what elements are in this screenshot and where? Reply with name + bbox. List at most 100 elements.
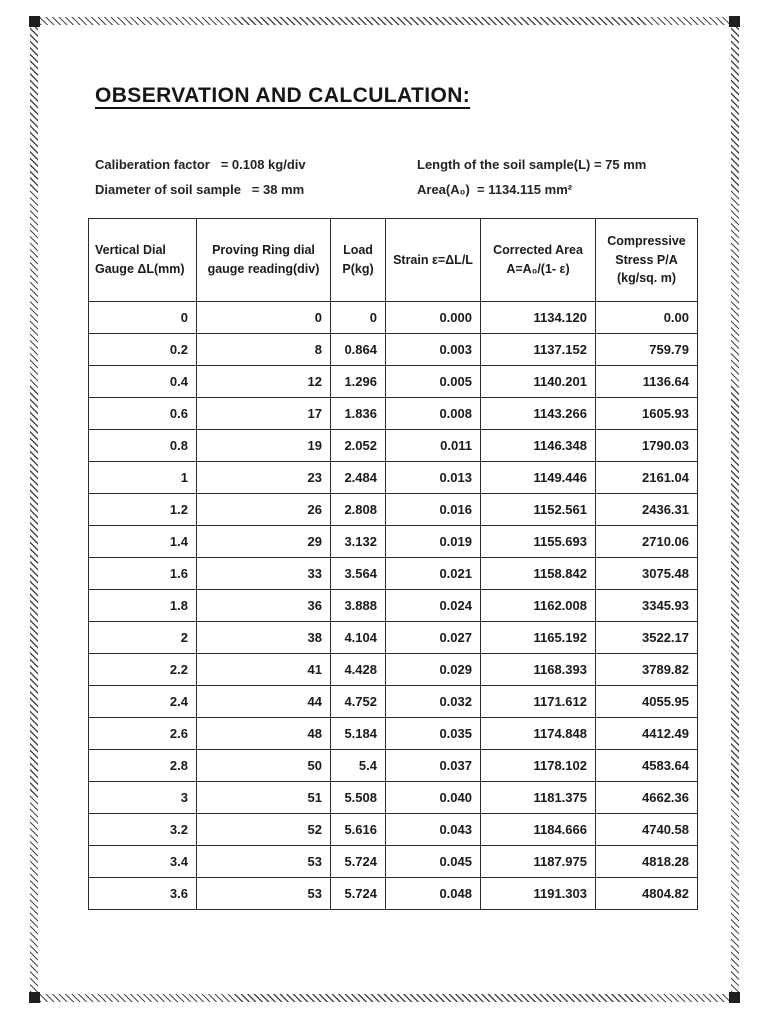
table-row: 3.4 53 5.724 0.045 1187.975 4818.28 — [88, 845, 698, 878]
table-cell: 5.724 — [330, 845, 386, 878]
table-cell: 3522.17 — [595, 621, 698, 654]
table-cell: 1146.348 — [480, 429, 596, 462]
table-cell: 4.428 — [330, 653, 386, 686]
table-cell: 0.021 — [385, 557, 481, 590]
table-cell: 4662.36 — [595, 781, 698, 814]
table-cell: 3.4 — [88, 845, 197, 878]
table-cell: 4412.49 — [595, 717, 698, 750]
table-cell: 3.2 — [88, 813, 197, 846]
border-bottom-edge — [40, 994, 729, 1002]
table-cell: 1155.693 — [480, 525, 596, 558]
table-cell: 4583.64 — [595, 749, 698, 782]
table-cell: 1178.102 — [480, 749, 596, 782]
table-row: 1.4 29 3.132 0.019 1155.693 2710.06 — [88, 525, 698, 558]
area-line: Area(A₀) = 1134.115 mm² — [417, 182, 573, 197]
table-cell: 50 — [196, 749, 331, 782]
table-cell: 5.184 — [330, 717, 386, 750]
table-cell: 1.8 — [88, 589, 197, 622]
table-cell: 12 — [196, 365, 331, 398]
table-cell: 3075.48 — [595, 557, 698, 590]
table-cell: 33 — [196, 557, 331, 590]
table-row: 1.2 26 2.808 0.016 1152.561 2436.31 — [88, 493, 698, 526]
table-cell: 1168.393 — [480, 653, 596, 686]
table-cell: 0.00 — [595, 301, 698, 334]
sample-length-line: Length of the soil sample(L) = 75 mm — [417, 157, 647, 172]
column-header-strain: Strain ε=ΔL/L — [385, 218, 481, 302]
table-cell: 52 — [196, 813, 331, 846]
table-cell: 1134.120 — [480, 301, 596, 334]
diameter-line: Diameter of soil sample = 38 mm — [95, 182, 305, 197]
table-cell: 53 — [196, 845, 331, 878]
border-left-edge — [30, 27, 38, 992]
table-cell: 0.024 — [385, 589, 481, 622]
table-cell: 0.005 — [385, 365, 481, 398]
table-cell: 1 — [88, 461, 197, 494]
table-cell: 0.029 — [385, 653, 481, 686]
table-row: 2 38 4.104 0.027 1165.192 3522.17 — [88, 621, 698, 654]
table-row: 2.2 41 4.428 0.029 1168.393 3789.82 — [88, 653, 698, 686]
table-cell: 0.013 — [385, 461, 481, 494]
table-cell: 2.484 — [330, 461, 386, 494]
table-cell: 0.000 — [385, 301, 481, 334]
table-cell: 3.132 — [330, 525, 386, 558]
table-cell: 4055.95 — [595, 685, 698, 718]
table-cell: 44 — [196, 685, 331, 718]
column-header-vertical-dial-gauge: Vertical Dial Gauge ΔL(mm) — [88, 218, 197, 302]
table-cell: 0.6 — [88, 397, 197, 430]
table-cell: 3789.82 — [595, 653, 698, 686]
table-cell: 759.79 — [595, 333, 698, 366]
table-cell: 17 — [196, 397, 331, 430]
border-corner-top-left — [29, 16, 40, 27]
column-header-compressive-stress: Compressive Stress P/A (kg/sq. m) — [595, 218, 698, 302]
table-cell: 5.4 — [330, 749, 386, 782]
table-cell: 1152.561 — [480, 493, 596, 526]
table-cell: 0.8 — [88, 429, 197, 462]
table-cell: 4818.28 — [595, 845, 698, 878]
table-cell: 1137.152 — [480, 333, 596, 366]
table-cell: 23 — [196, 461, 331, 494]
table-cell: 1171.612 — [480, 685, 596, 718]
table-cell: 4.104 — [330, 621, 386, 654]
table-cell: 1.4 — [88, 525, 197, 558]
table-cell: 2.8 — [88, 749, 197, 782]
table-cell: 19 — [196, 429, 331, 462]
table-cell: 1136.64 — [595, 365, 698, 398]
table-cell: 53 — [196, 877, 331, 910]
table-row: 0.8 19 2.052 0.011 1146.348 1790.03 — [88, 429, 698, 462]
table-cell: 0.011 — [385, 429, 481, 462]
decorative-border — [29, 16, 740, 1003]
table-body: 0 0 0 0.000 1134.120 0.00 0.2 8 0.864 0.003 1137.1… — [88, 301, 698, 910]
table-cell: 2436.31 — [595, 493, 698, 526]
table-cell: 1162.008 — [480, 589, 596, 622]
table-cell: 5.616 — [330, 813, 386, 846]
table-cell: 0.032 — [385, 685, 481, 718]
table-cell: 1.296 — [330, 365, 386, 398]
table-header: Vertical Dial Gauge ΔL(mm) Proving Ring … — [88, 218, 698, 302]
table-cell: 1140.201 — [480, 365, 596, 398]
table-row: 2.4 44 4.752 0.032 1171.612 4055.95 — [88, 685, 698, 718]
table-cell: 3345.93 — [595, 589, 698, 622]
table-row: 0.2 8 0.864 0.003 1137.152 759.79 — [88, 333, 698, 366]
table-row: 0 0 0 0.000 1134.120 0.00 — [88, 301, 698, 334]
table-cell: 0 — [330, 301, 386, 334]
table-cell: 36 — [196, 589, 331, 622]
table-cell: 2.6 — [88, 717, 197, 750]
table-cell: 1174.848 — [480, 717, 596, 750]
table-cell: 48 — [196, 717, 331, 750]
column-header-load: Load P(kg) — [330, 218, 386, 302]
table-cell: 0.864 — [330, 333, 386, 366]
table-cell: 26 — [196, 493, 331, 526]
table-cell: 0.048 — [385, 877, 481, 910]
table-cell: 5.508 — [330, 781, 386, 814]
table-cell: 1165.192 — [480, 621, 596, 654]
table-cell: 0.027 — [385, 621, 481, 654]
table-cell: 0.4 — [88, 365, 197, 398]
table-cell: 2.2 — [88, 653, 197, 686]
table-cell: 1143.266 — [480, 397, 596, 430]
table-cell: 1158.842 — [480, 557, 596, 590]
page-title: OBSERVATION AND CALCULATION: — [95, 84, 471, 107]
table-row: 3.2 52 5.616 0.043 1184.666 4740.58 — [88, 813, 698, 846]
table-cell: 1605.93 — [595, 397, 698, 430]
table-cell: 0.019 — [385, 525, 481, 558]
